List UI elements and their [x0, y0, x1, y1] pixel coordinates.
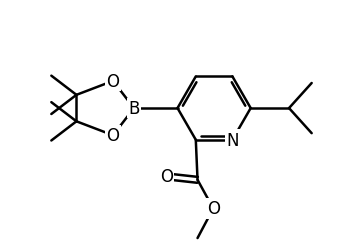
Text: O: O — [160, 168, 173, 186]
Text: O: O — [207, 200, 220, 217]
Text: N: N — [226, 131, 239, 149]
Text: B: B — [128, 100, 140, 118]
Text: O: O — [106, 73, 120, 90]
Text: O: O — [106, 127, 120, 145]
